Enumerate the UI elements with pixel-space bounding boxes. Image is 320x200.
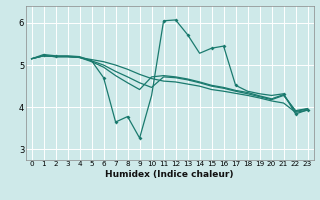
X-axis label: Humidex (Indice chaleur): Humidex (Indice chaleur) bbox=[105, 170, 234, 179]
